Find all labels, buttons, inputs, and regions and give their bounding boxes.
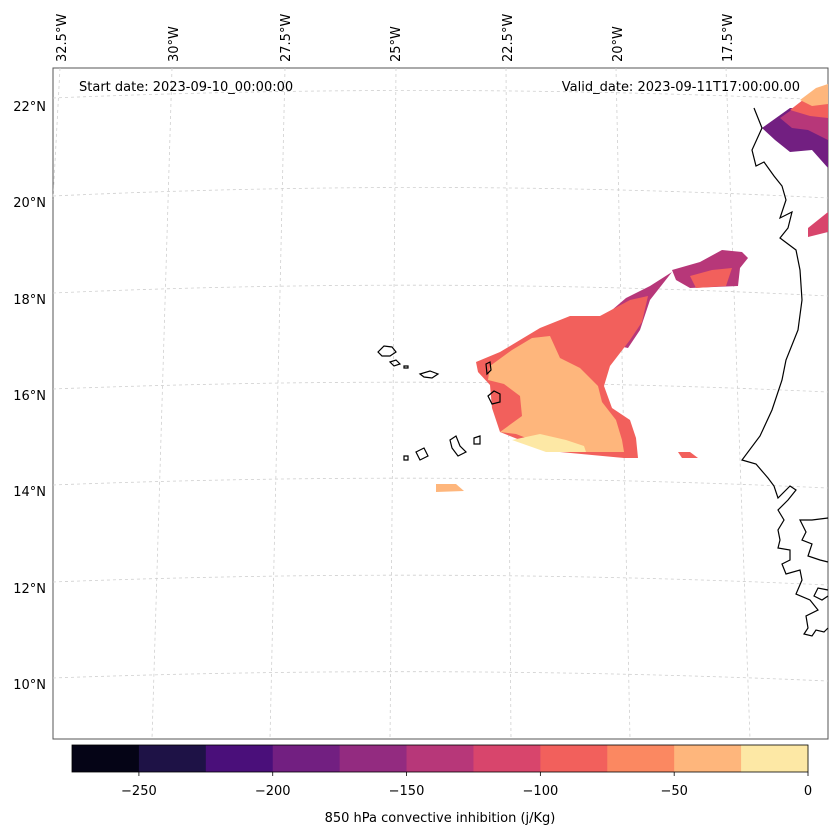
parallel-line — [52, 90, 829, 101]
colorbar-tick-label: −250 — [121, 784, 157, 799]
colorbar-title: 850 hPa convective inhibition (j/Kg) — [325, 811, 556, 826]
lon-label: 22.5°W — [501, 14, 516, 62]
colorbar-swatch — [138, 745, 207, 772]
cin-patch-east — [808, 212, 828, 237]
valid-date-label: Valid_date: 2023-09-11T17:00:00.00 — [562, 80, 800, 95]
colorbar-swatch — [674, 745, 742, 772]
lat-label: 20°N — [13, 196, 46, 211]
parallel-line — [52, 381, 829, 393]
colorbar-swatch — [741, 745, 809, 772]
parallel-line — [52, 671, 829, 682]
map-frame — [52, 67, 829, 740]
island-sao-vicente — [388, 359, 402, 367]
colorbar-tick-label: 0 — [804, 784, 812, 799]
lat-label: 12°N — [13, 582, 46, 597]
colorbar-ticks — [138, 772, 809, 776]
colorbar-tick-label: −50 — [660, 784, 687, 799]
colorbar-tick-label: −100 — [523, 784, 559, 799]
map-panel: Start date: 2023-09-10_00:00:00 Valid_da… — [52, 67, 829, 740]
parallel-line — [52, 187, 829, 199]
start-date-label: Start date: 2023-09-10_00:00:00 — [79, 80, 293, 95]
cin-patch-18n-inner — [690, 268, 732, 288]
africa-east-edge — [799, 517, 829, 563]
latitude-labels: 22°N 20°N 18°N 16°N 14°N 12°N 10°N — [13, 100, 46, 693]
colorbar-swatch — [72, 745, 140, 772]
lon-label: 17.5°W — [721, 14, 736, 62]
cin-patch-small-south — [436, 484, 464, 492]
colorbar-frame — [71, 744, 809, 773]
lon-label: 20°W — [611, 26, 626, 62]
colorbar-swatches — [72, 745, 809, 772]
colorbar-tick-label: −200 — [255, 784, 291, 799]
meridian-line — [725, 67, 751, 740]
cin-patch-main-orange — [488, 336, 624, 452]
island-santiago — [449, 435, 468, 457]
island-sal — [485, 361, 492, 376]
colorbar-swatch — [272, 745, 341, 772]
colorbar-swatch — [540, 745, 608, 772]
longitude-labels: 32.5°W 30°W 27.5°W 25°W 22.5°W 20°W 17.5… — [55, 14, 736, 62]
lat-label: 16°N — [13, 389, 46, 404]
colorbar-tick-label: −150 — [389, 784, 425, 799]
africa-coastline — [740, 107, 829, 637]
cin-contours — [436, 84, 828, 492]
cin-patch-18n-outer — [672, 250, 748, 288]
meridian-line — [269, 67, 286, 740]
graticule — [52, 67, 829, 740]
lat-label: 18°N — [13, 293, 46, 308]
island-santo-antao — [377, 345, 397, 357]
meridian-line — [52, 67, 61, 201]
coastlines — [377, 107, 829, 637]
colorbar-swatch — [607, 745, 675, 772]
lon-label: 32.5°W — [55, 14, 70, 62]
colorbar: −250 −200 −150 −100 −50 0 850 hPa convec… — [71, 744, 812, 826]
colorbar-swatch — [406, 745, 474, 772]
parallel-line — [52, 574, 829, 586]
island-fogo — [415, 447, 429, 461]
colorbar-swatch — [205, 745, 274, 772]
island-boa-vista — [487, 390, 501, 405]
cin-patch-ne-light — [800, 84, 828, 106]
colorbar-swatch — [473, 745, 541, 772]
lon-label: 30°W — [167, 26, 182, 62]
lat-label: 22°N — [13, 100, 46, 115]
cin-patch-main-yellow — [512, 434, 586, 452]
meridian-line — [389, 67, 397, 740]
cin-patch-small-east — [678, 452, 698, 458]
lat-label: 14°N — [13, 485, 46, 500]
lat-label: 10°N — [13, 678, 46, 693]
island-maio — [473, 435, 481, 445]
meridian-line — [615, 67, 631, 740]
meridian-line — [151, 67, 173, 740]
island-brava — [403, 455, 409, 461]
lon-label: 27.5°W — [279, 14, 294, 62]
parallel-line — [52, 477, 829, 489]
lon-label: 25°W — [389, 26, 404, 62]
island-santa-luzia — [403, 365, 409, 369]
meridian-line — [505, 67, 512, 740]
colorbar-swatch — [339, 745, 408, 772]
parallel-line — [52, 284, 829, 297]
africa-river-inlet — [813, 587, 829, 601]
island-sao-nicolau — [418, 370, 440, 379]
